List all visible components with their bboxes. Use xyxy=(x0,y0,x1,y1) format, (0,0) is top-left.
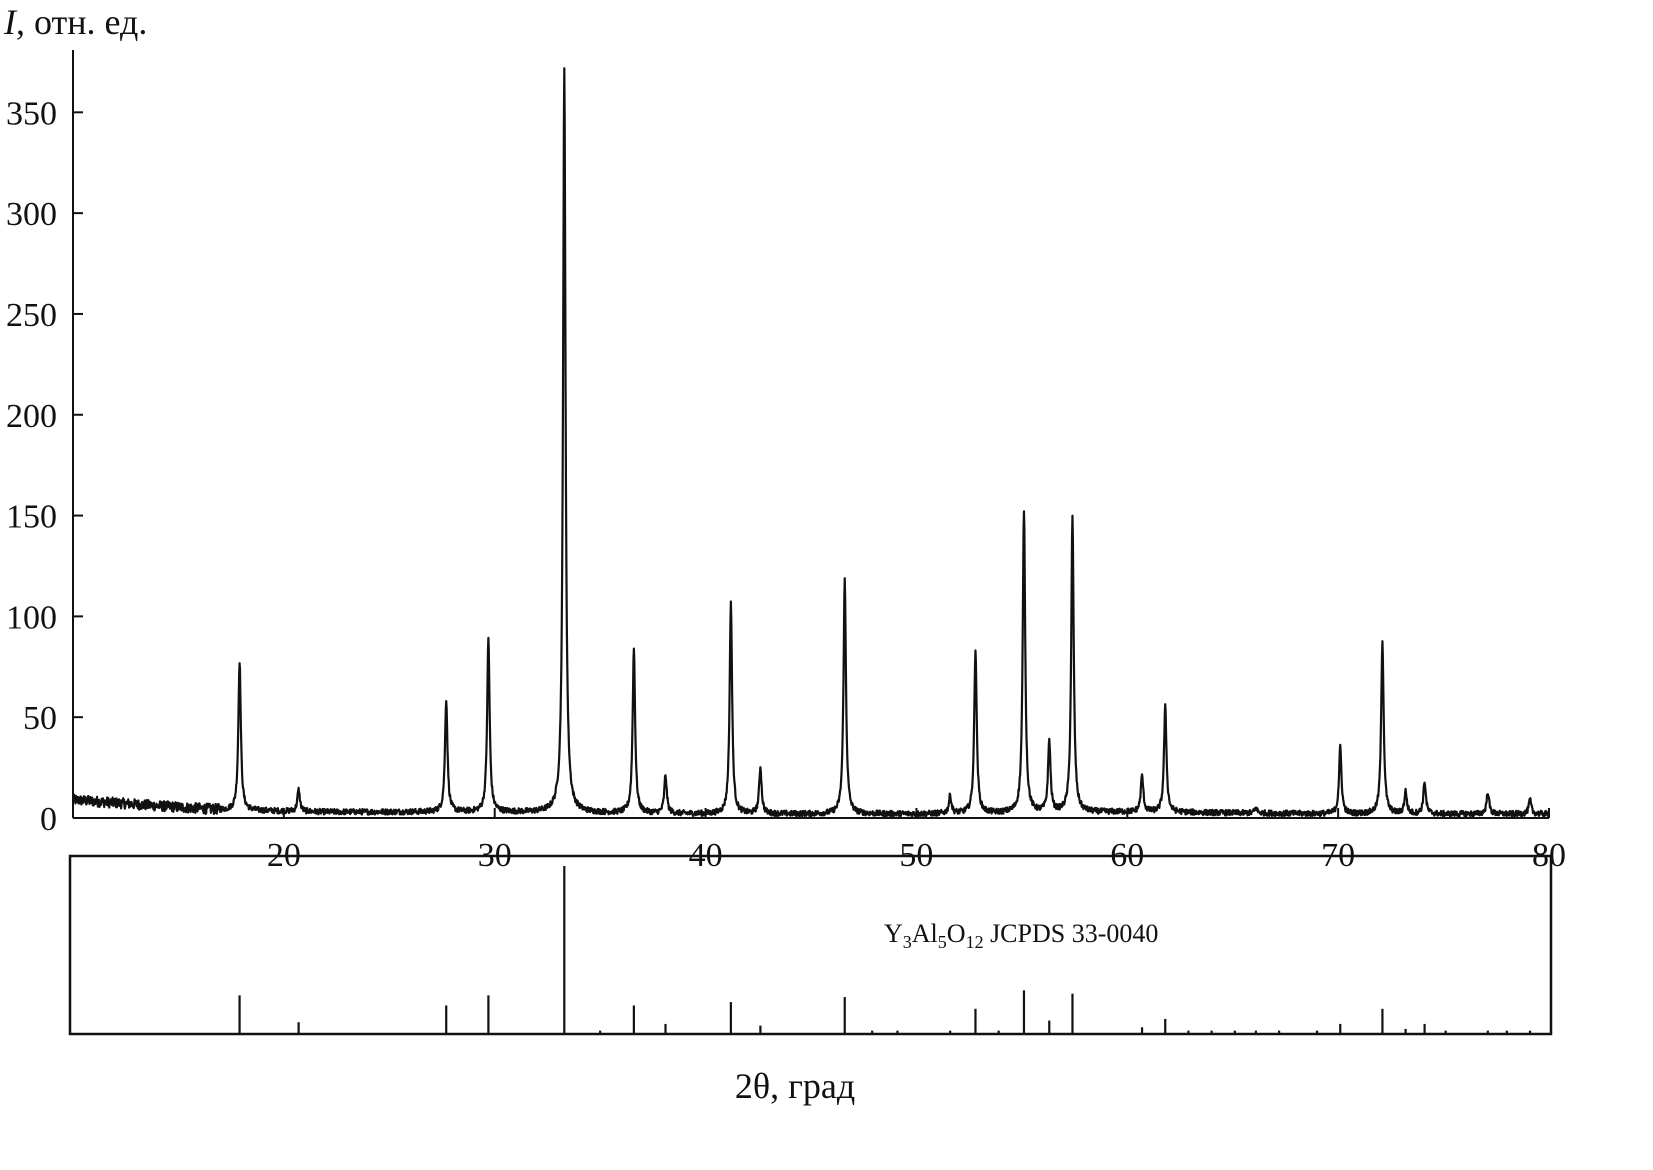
y-tick-label: 50 xyxy=(23,700,57,737)
y-axis-units: , отн. ед. xyxy=(16,2,147,42)
y-tick-label: 100 xyxy=(6,599,57,636)
y-tick-label: 350 xyxy=(6,95,57,132)
y-tick-label: 250 xyxy=(6,297,57,334)
y-tick-label: 300 xyxy=(6,196,57,233)
y-tick-label: 200 xyxy=(6,398,57,435)
y-axis-symbol: I xyxy=(3,2,18,42)
reference-label-text: JCPDS 33-0040 xyxy=(984,919,1159,948)
reference-label-subscript: 5 xyxy=(938,932,947,952)
reference-label: Y3Al5O12 JCPDS 33-0040 xyxy=(884,919,1158,952)
y-tick-label: 150 xyxy=(6,499,57,536)
reference-panel-frame xyxy=(68,854,1553,1036)
y-tick-label: 0 xyxy=(40,801,57,838)
y-axis-title: I, отн. ед. xyxy=(3,2,147,42)
reference-label-text: Y xyxy=(884,919,903,948)
reference-label-subscript: 3 xyxy=(903,932,912,952)
x-axis-title: 2θ, град xyxy=(735,1066,855,1106)
reference-label-subscript: 12 xyxy=(966,932,984,952)
xrd-pattern-line xyxy=(71,67,1550,818)
reference-label-text: Al xyxy=(912,919,938,948)
reference-panel: Y3Al5O12 JCPDS 33-0040 xyxy=(68,854,1553,1036)
reference-label-text: O xyxy=(947,919,966,948)
